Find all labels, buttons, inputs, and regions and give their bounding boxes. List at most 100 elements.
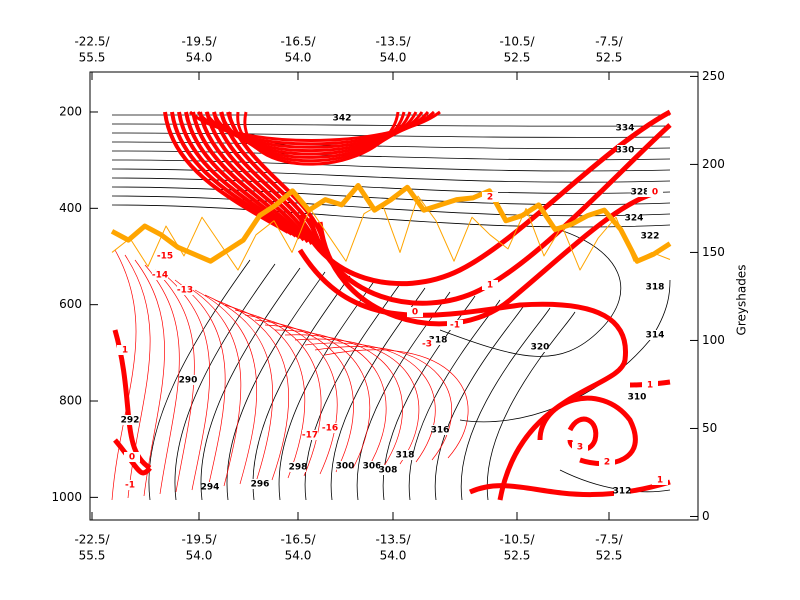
contour-label: 316 <box>431 426 450 436</box>
greyshade-line <box>110 183 672 264</box>
x-tick-label: 55.5 <box>79 51 106 65</box>
contour-label: 3 <box>577 443 583 453</box>
contour-line <box>284 334 403 467</box>
x-tick-label: 54.0 <box>285 549 312 563</box>
x-tick-label: 52.5 <box>596 51 623 65</box>
contour-label-bg <box>432 425 448 435</box>
contour-label-bg <box>599 457 615 467</box>
contour-line <box>111 186 671 206</box>
contour-line <box>204 294 273 483</box>
contour-label-bg <box>447 320 463 330</box>
contour-label-bg <box>397 450 413 460</box>
contour-label-bg <box>617 145 633 155</box>
y2-tick-label: 200 <box>702 157 725 171</box>
x-tick-label: -19.5/ <box>181 35 217 49</box>
contour-line <box>274 329 387 469</box>
contour-line <box>191 111 306 242</box>
contour-line <box>184 284 242 487</box>
y-tick-label: 1000 <box>51 490 82 504</box>
y2-tick-label: 150 <box>702 245 725 259</box>
contour-label-bg <box>202 482 218 492</box>
contour-label-bg <box>482 280 498 290</box>
x-tick-label: 54.0 <box>380 549 407 563</box>
contour-label-bg <box>572 442 588 452</box>
x-tick-label: -10.5/ <box>499 533 535 547</box>
contour-label-bg <box>642 231 658 241</box>
contour-label: -1 <box>450 321 460 331</box>
contour-line <box>243 111 400 166</box>
contour-label-bg <box>177 285 193 295</box>
x-tick-label: -13.5/ <box>375 35 411 49</box>
contour-label: 330 <box>616 146 635 156</box>
x-tick-label: -7.5/ <box>595 533 623 547</box>
contour-label-bg <box>632 187 648 197</box>
x-tick-label: -22.5/ <box>74 533 110 547</box>
contour-label: 1 <box>647 381 653 391</box>
contour-line <box>214 299 290 481</box>
contour-label: 306 <box>363 462 382 472</box>
contour-label-bg <box>614 486 630 496</box>
contour-label: 342 <box>333 114 352 124</box>
contour-label-bg <box>647 282 663 292</box>
contour-line <box>252 275 351 501</box>
contour-label-bg <box>152 270 168 280</box>
contour-label-bg <box>124 452 140 462</box>
contour-label-bg <box>252 479 268 489</box>
contour-line <box>111 177 671 194</box>
contour-label: 2 <box>604 458 610 468</box>
contour-line <box>174 279 226 489</box>
contour-label: -15 <box>157 252 173 262</box>
x-tick-label: -16.5/ <box>280 533 316 547</box>
contour-label: 312 <box>613 487 632 497</box>
contour-line <box>134 259 165 497</box>
contour-line <box>307 123 672 306</box>
contour-label-bg <box>302 430 318 440</box>
contour-label: 314 <box>646 331 665 341</box>
greyshade-line <box>111 195 671 271</box>
contour-label: 308 <box>379 466 398 476</box>
x-tick-label: -13.5/ <box>375 533 411 547</box>
x-tick-label: 52.5 <box>596 549 623 563</box>
contour-line <box>228 111 412 159</box>
contour-label-bg <box>117 345 133 355</box>
contour-label: 298 <box>289 463 308 473</box>
x-tick-label: -7.5/ <box>595 35 623 49</box>
contour-line <box>468 479 671 498</box>
x-tick-label: -16.5/ <box>280 35 316 49</box>
contour-label-bg <box>642 380 658 390</box>
contour-label: 1 <box>487 281 493 291</box>
contour-label-bg <box>157 251 173 261</box>
contour-label: -1 <box>125 481 135 491</box>
contour-line <box>177 111 298 238</box>
contour-line <box>113 438 152 476</box>
contour-line <box>170 111 294 236</box>
contour-line <box>111 204 671 228</box>
contour-line <box>459 279 671 423</box>
contour-line <box>314 346 452 461</box>
contour-label-bg <box>482 192 498 202</box>
contour-line <box>111 249 137 501</box>
contour-label: 318 <box>429 336 448 346</box>
contour-label: 320 <box>531 343 550 353</box>
contour-label: 0 <box>412 308 418 318</box>
contour-label: 296 <box>251 480 270 490</box>
y2-axis-label: Greyshades <box>735 265 749 336</box>
contour-label-bg <box>652 475 668 485</box>
contour-line <box>174 263 276 501</box>
y-tick-label: 400 <box>59 201 82 215</box>
contour-label-bg <box>629 392 645 402</box>
contour-label: 0 <box>652 188 658 198</box>
contour-line <box>200 267 301 501</box>
contour-line <box>297 109 672 287</box>
contour-label-bg <box>617 123 633 133</box>
contour-label: -14 <box>152 271 168 281</box>
y2-tick-label: 100 <box>702 333 725 347</box>
contour-line <box>198 111 310 244</box>
contour-line <box>184 111 302 240</box>
contour-line <box>254 319 354 473</box>
contour-label-bg <box>180 375 196 385</box>
contour-line <box>144 264 180 495</box>
contour-label: 322 <box>641 232 660 242</box>
y2-tick-label: 50 <box>702 421 717 435</box>
contour-label: 318 <box>396 451 415 461</box>
